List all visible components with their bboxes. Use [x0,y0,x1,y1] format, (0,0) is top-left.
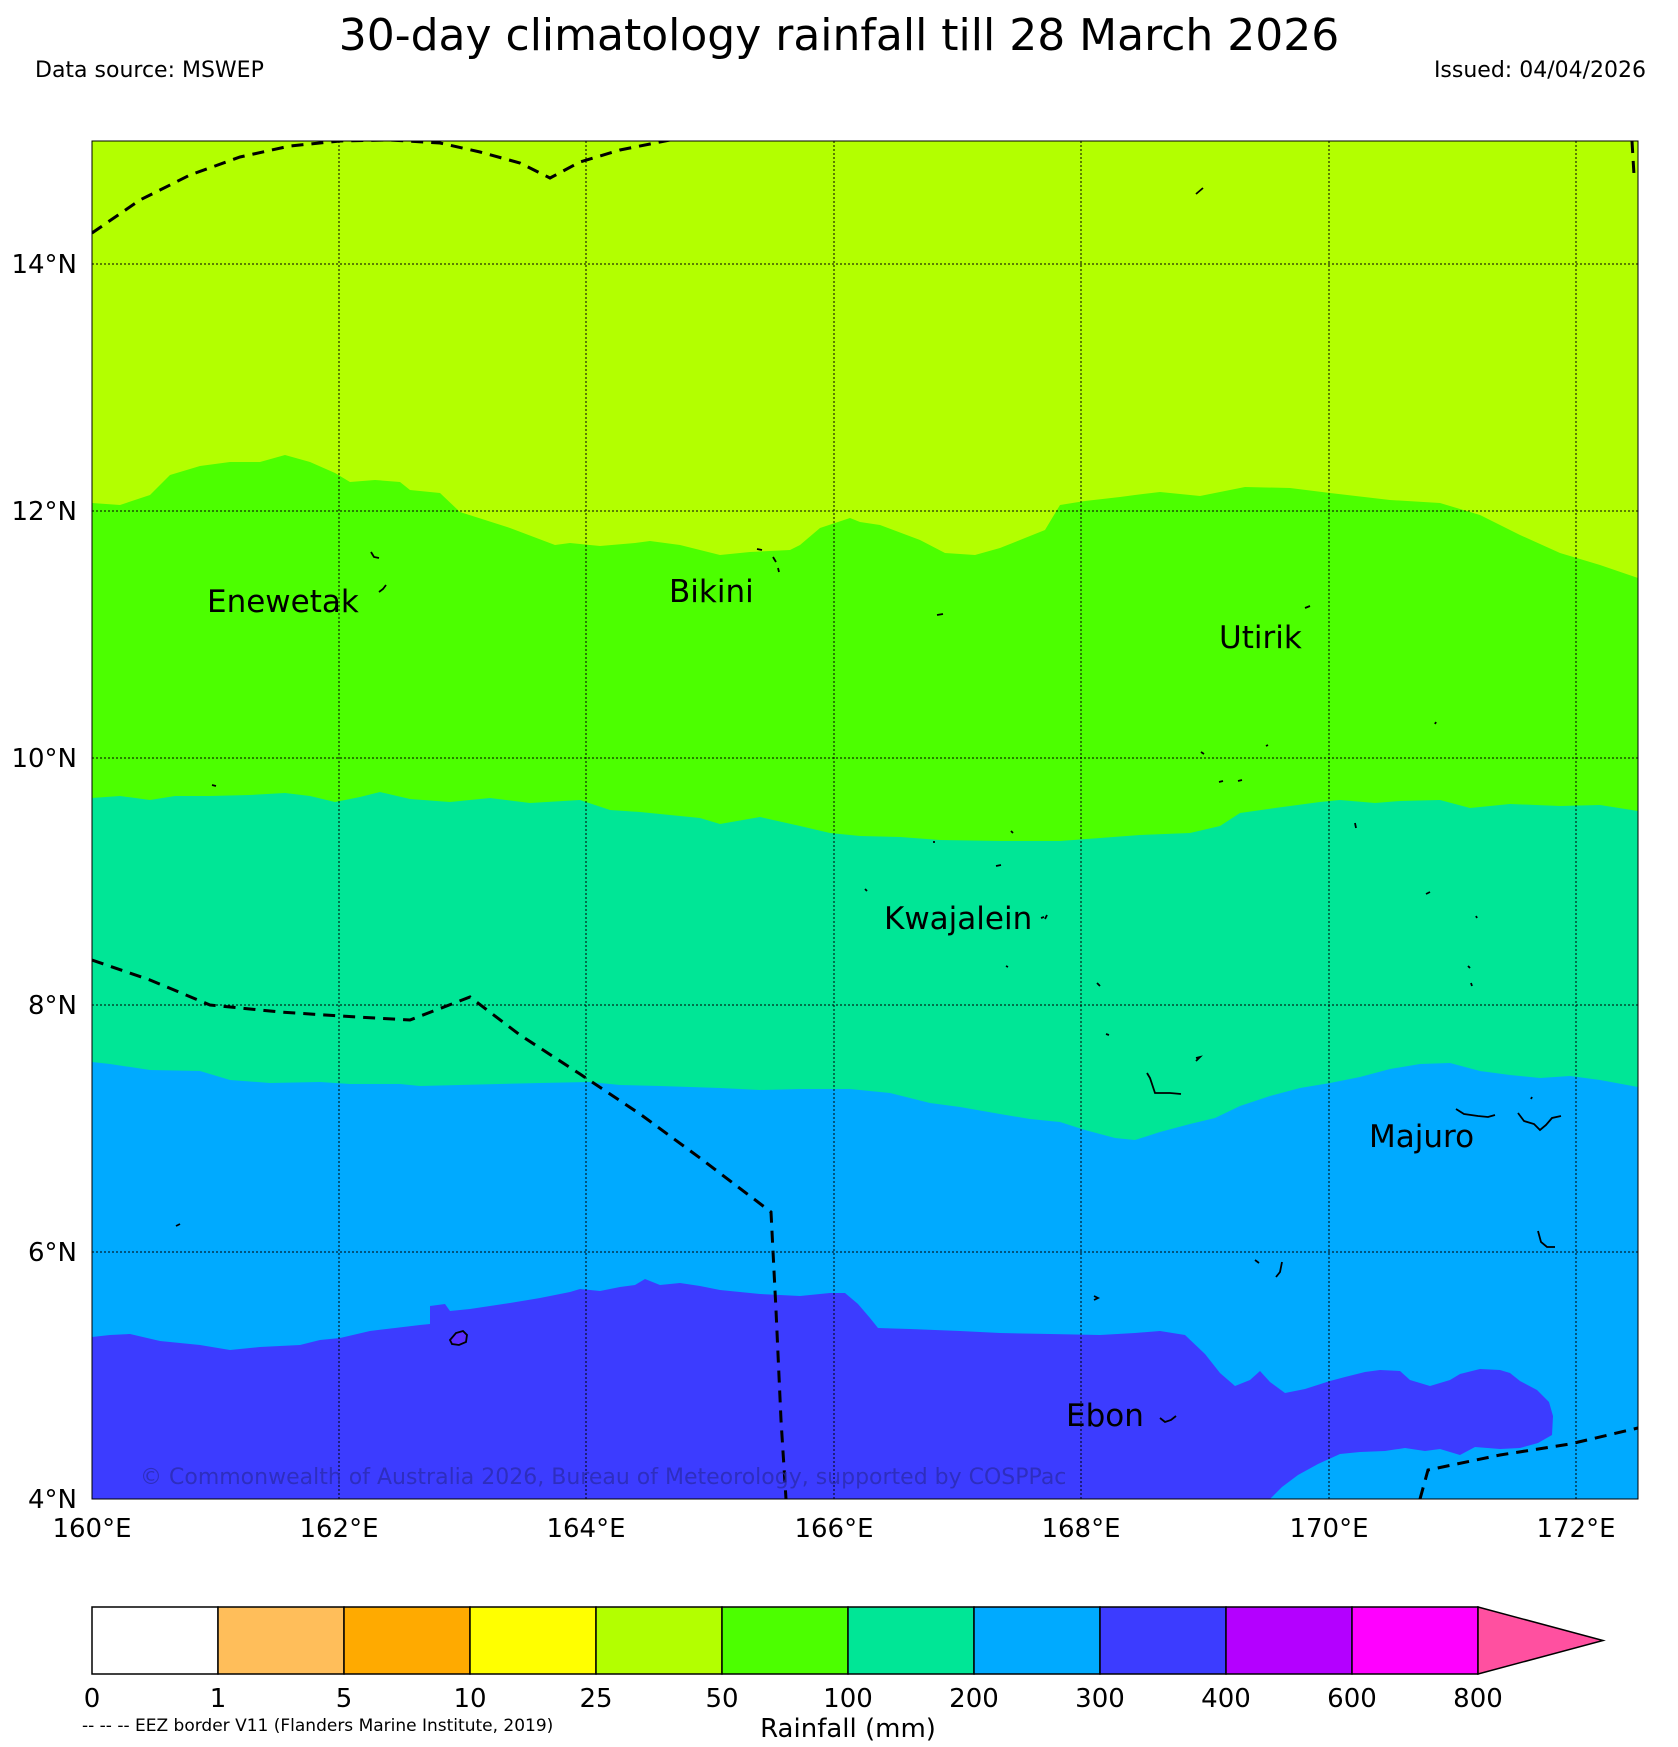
lat-tick-labels: 14°N 12°N 10°N 8°N 6°N 4°N [11,250,77,1515]
lat-tick-10: 10°N [11,744,77,774]
colorbar-segment [343,1606,471,1675]
colorbar-tick-label: 600 [1327,1684,1377,1714]
rainfall-bands [92,141,1638,1499]
atoll-rongelap [936,613,944,616]
atoll-maloelap [1425,891,1478,987]
colorbar-segment [1225,1606,1353,1675]
colorbar-tick-label: 0 [84,1684,101,1714]
atoll-lae [864,841,935,892]
atoll-wotje [1146,1055,1203,1095]
atoll-ebon [1159,1415,1177,1424]
lat-tick-12: 12°N [11,497,77,527]
map-frame [91,140,1639,1500]
place-labels: Enewetak Bikini Utirik Kwajalein Majuro … [207,574,1474,1434]
map-title: 30-day climatology rainfall till 28 Marc… [338,10,1340,61]
lon-tick-170: 170°E [1289,1514,1368,1544]
atoll-bokak [1195,187,1204,195]
place-label-enewetak: Enewetak [207,584,359,620]
colorbar-tick-label: 300 [1075,1684,1125,1714]
atoll-kosrae [448,1329,468,1346]
issued-date-label: Issued: 04/04/2026 [1433,58,1646,83]
colorbar-extend-arrow [1477,1606,1606,1675]
atoll-kwajalein [995,830,1110,1036]
atoll-namorik [1093,1295,1101,1301]
colorbar-segment [1099,1606,1227,1675]
atoll-majuro [1455,1096,1562,1132]
colorbar-tick-label: 10 [453,1684,486,1714]
atoll-bikini [756,548,780,573]
band-300-400 [92,1279,1553,1499]
atoll-enewetak [211,551,387,787]
colorbar: 0 1 5 10 25 50 100 200 300 400 600 800 [84,1606,1606,1714]
colorbar-segment [1351,1606,1479,1675]
colorbar-tick-label: 25 [579,1684,612,1714]
lat-tick-6: 6°N [28,1238,77,1268]
lon-tick-168: 168°E [1041,1514,1120,1544]
place-label-bikini: Bikini [669,574,754,610]
lon-tick-162: 162°E [299,1514,378,1544]
atolls [175,187,1562,1424]
colorbar-segment [721,1606,849,1675]
place-label-ebon: Ebon [1066,1398,1144,1434]
eez-border-west [92,958,788,1499]
lon-tick-160: 160°E [52,1514,131,1544]
atoll-mili [1537,1230,1555,1248]
atoll-likiep [1200,744,1357,829]
colorbar-tick-label: 400 [1201,1684,1251,1714]
lon-tick-labels: 160°E 162°E 164°E 166°E 168°E 170°E 172°… [52,1514,1615,1544]
lat-tick-4: 4°N [28,1485,77,1515]
eez-border-northeast [1630,141,1638,181]
atoll-kili [175,1223,181,1227]
lon-tick-164: 164°E [546,1514,625,1544]
colorbar-segment [847,1606,975,1675]
colorbar-segment [469,1606,597,1675]
colorbar-segment [595,1606,723,1675]
colorbar-tick-label: 1 [210,1684,227,1714]
lat-tick-8: 8°N [28,991,77,1021]
gridlines [92,141,1638,1499]
colorbar-segment [91,1606,219,1675]
atoll-utirik [1304,605,1437,725]
place-label-kwajalein: Kwajalein [884,901,1032,937]
place-label-majuro: Majuro [1369,1119,1474,1155]
colorbar-segment [217,1606,345,1675]
colorbar-tick-label: 100 [823,1684,873,1714]
colorbar-segment [973,1606,1101,1675]
eez-footnote: -- -- -- EEZ border V11 (Flanders Marine… [82,1716,553,1736]
eez-border-southeast [1418,1426,1638,1499]
colorbar-tick-label: 200 [949,1684,999,1714]
colorbar-tick-label: 50 [705,1684,738,1714]
lon-tick-166: 166°E [794,1514,873,1544]
atoll-jaluit [1254,1259,1283,1278]
place-label-utirik: Utirik [1219,620,1302,656]
colorbar-tick-label: 5 [336,1684,353,1714]
copyright-notice: © Commonwealth of Australia 2026, Bureau… [140,1465,1066,1490]
lat-tick-14: 14°N [11,250,77,280]
colorbar-label: Rainfall (mm) [760,1714,936,1744]
lon-tick-172: 172°E [1536,1514,1615,1544]
colorbar-tick-label: 800 [1453,1684,1503,1714]
data-source-label: Data source: MSWEP [35,58,264,83]
